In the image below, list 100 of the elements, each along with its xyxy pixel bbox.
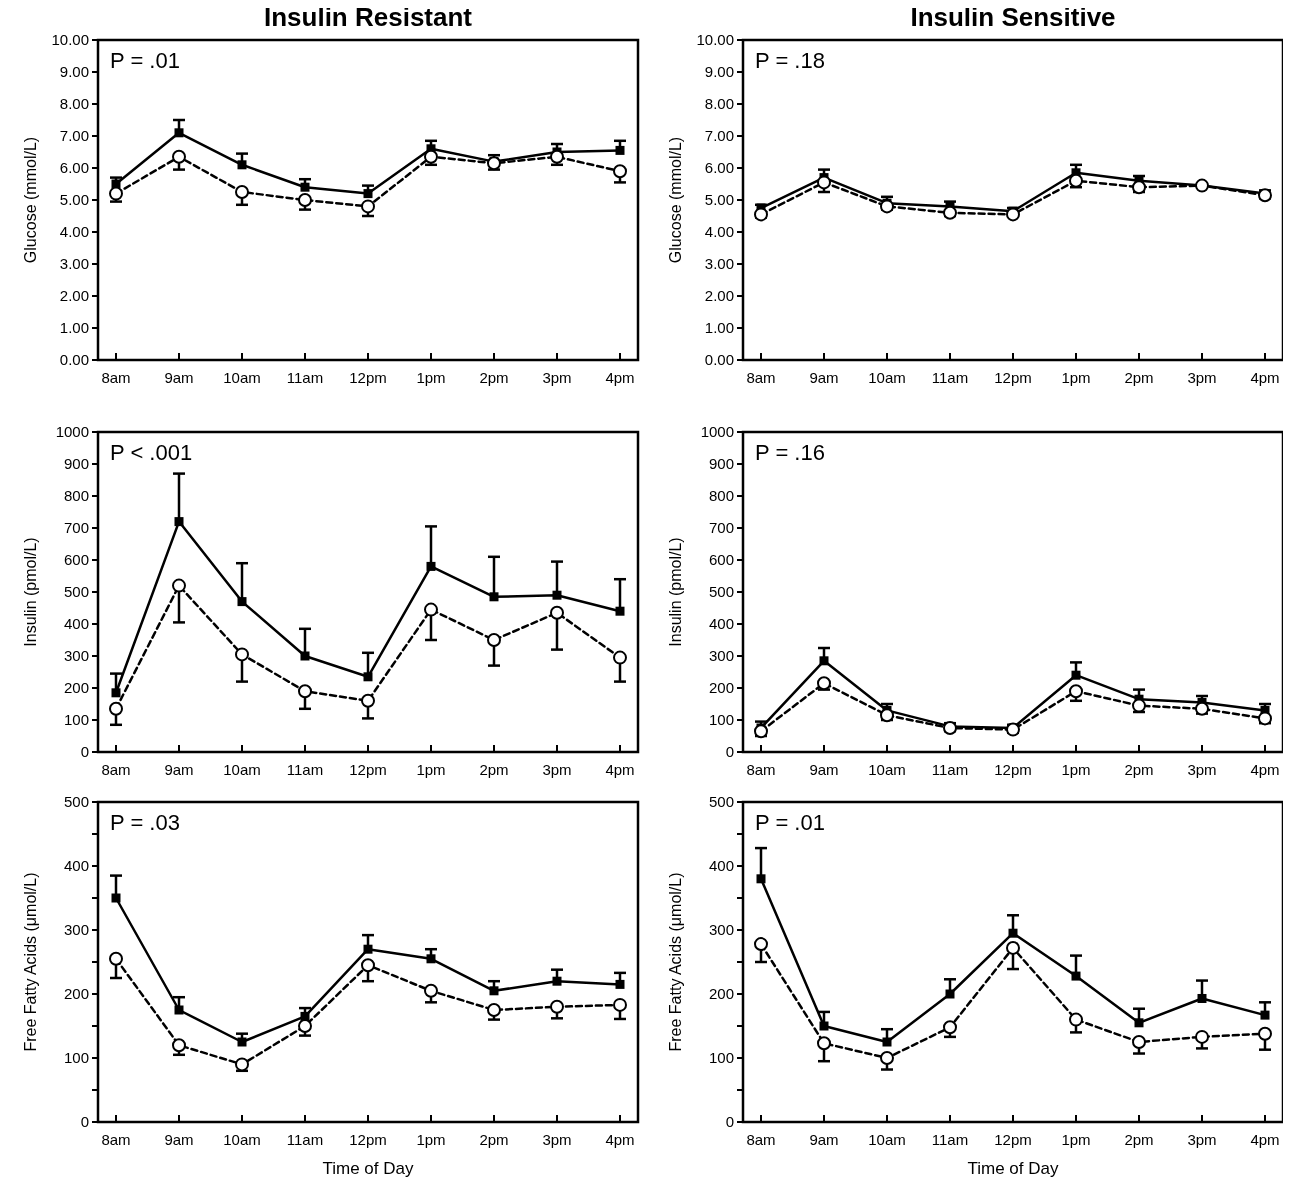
point [361,199,375,214]
point [550,149,564,164]
y-tick-label: 2.00 [704,287,734,305]
y-tick-label: 200 [708,679,734,697]
point [363,672,373,682]
x-tick-label: 1pm [416,369,446,386]
point [1069,1012,1083,1027]
point [1197,993,1207,1003]
point [487,1003,501,1017]
point [613,997,627,1012]
x-tick-label: 10am [223,369,261,386]
y-axis-title: Insulin (pmol/L) [667,537,684,647]
x-tick-label: 1pm [416,1131,446,1148]
point [615,606,625,616]
point [237,1037,247,1047]
y-tick-label: 0 [725,743,734,761]
x-tick-label: 12pm [994,1131,1032,1148]
y-tick-label: 3.00 [704,255,734,273]
y-tick-label: 3.00 [59,255,89,273]
y-tick-label: 100 [63,1049,89,1067]
x-tick-label: 12pm [994,761,1032,778]
x-tick-label: 8am [101,761,131,778]
y-tick-label: 300 [63,647,89,665]
y-tick-label: 600 [708,551,734,569]
point [1258,1026,1272,1041]
y-tick-label: 0 [725,1113,734,1131]
y-tick-label: 500 [708,583,734,601]
x-tick-label: 1pm [1061,761,1091,778]
point [550,999,564,1014]
point [613,164,627,179]
point [817,676,831,691]
y-tick-label: 10.00 [51,31,89,49]
x-axis-title: Time of Day [967,1159,1059,1178]
chart-title: Insulin Resistant [263,2,473,32]
y-tick-label: 400 [63,857,89,875]
x-tick-label: 2pm [479,1131,509,1148]
x-tick-label: 9am [809,1131,839,1148]
point [1071,971,1081,981]
y-tick-label: 0.00 [704,351,734,369]
x-tick-label: 12pm [349,1131,387,1148]
point [363,944,373,954]
y-tick-label: 10.00 [696,31,734,49]
x-tick-label: 9am [809,369,839,386]
y-tick-label: 500 [708,793,734,811]
y-tick-label: 300 [708,921,734,939]
point [1006,207,1020,222]
point [1132,1035,1146,1049]
annotation: P = .18 [755,48,825,73]
x-tick-label: 9am [164,369,194,386]
y-tick-label: 6.00 [704,159,734,177]
y-tick-label: 8.00 [59,95,89,113]
y-tick-label: 1000 [700,423,734,441]
y-tick-label: 0 [80,1113,89,1131]
x-tick-label: 1pm [416,761,446,778]
point [111,688,121,698]
point [1195,1029,1209,1044]
y-tick-label: 800 [63,487,89,505]
point [754,207,768,222]
y-tick-label: 700 [708,519,734,537]
x-tick-label: 9am [164,1131,194,1148]
x-tick-label: 2pm [1124,1131,1154,1148]
annotation: P = .01 [755,810,825,835]
point [945,989,955,999]
x-tick-label: 1pm [1061,1131,1091,1148]
x-tick-label: 8am [746,369,776,386]
point [615,979,625,989]
x-tick-label: 11am [931,761,969,778]
y-tick-label: 700 [63,519,89,537]
point [880,1051,894,1065]
point [615,145,625,155]
annotation: P = .01 [110,48,180,73]
point [361,693,375,708]
point [1071,670,1081,680]
point [172,1038,186,1053]
point [363,189,373,199]
point [882,1037,892,1047]
point [235,185,249,199]
point [552,590,562,600]
x-tick-label: 2pm [479,761,509,778]
y-axis-title: Glucose (mmol/L) [667,136,684,264]
point [613,650,627,665]
x-tick-label: 3pm [542,1131,572,1148]
point [1008,928,1018,938]
x-axis-title: Time of Day [322,1159,414,1178]
x-tick-label: 9am [809,761,839,778]
point [487,633,501,647]
point [172,149,186,164]
point [426,954,436,964]
x-tick-label: 11am [286,369,324,386]
point [298,684,312,699]
point [300,651,310,661]
point [817,175,831,190]
y-tick-label: 200 [708,985,734,1003]
y-tick-label: 9.00 [704,63,734,81]
y-tick-label: 800 [708,487,734,505]
point [1132,180,1146,195]
y-tick-label: 900 [708,455,734,473]
x-tick-label: 10am [868,1131,906,1148]
y-tick-label: 900 [63,455,89,473]
x-tick-label: 11am [286,761,324,778]
